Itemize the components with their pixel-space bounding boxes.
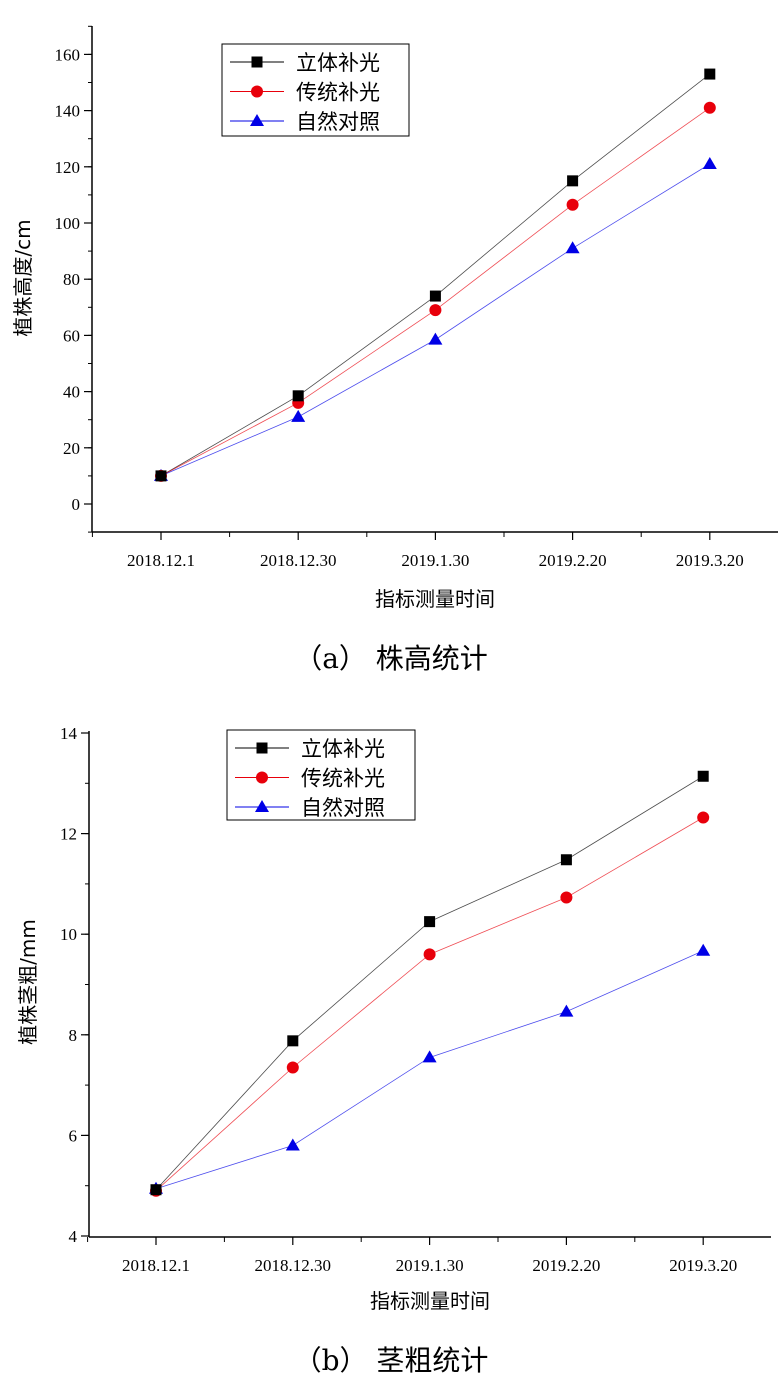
legend-label: 传统补光 (301, 767, 385, 791)
data-point-triangle (696, 943, 711, 956)
data-point-triangle (291, 409, 306, 422)
y-tick-label: 40 (63, 383, 80, 402)
series-2 (155, 817, 704, 1192)
data-point-triangle (285, 1138, 300, 1151)
series-line (155, 950, 704, 1190)
series-markers (150, 770, 709, 1196)
data-point-square (424, 916, 436, 928)
data-point-square (697, 770, 709, 782)
y-tick-label: 8 (69, 1026, 78, 1045)
data-point-triangle (422, 1050, 437, 1063)
series-line (155, 817, 704, 1192)
y-tick-label: 20 (63, 439, 80, 458)
series-line (160, 163, 711, 477)
data-point-triangle (559, 1004, 574, 1017)
y-tick-label: 12 (60, 825, 77, 844)
x-axis-title: 指标测量时间 (375, 587, 495, 611)
data-point-triangle (565, 241, 580, 254)
figure-caption: （b） 茎粗统计 (294, 1344, 489, 1377)
x-tick-label: 2019.1.30 (401, 551, 469, 570)
data-point-square (150, 1184, 162, 1196)
chart-b: 4 6 8 10 12 14 2018.12.1 2018.12.30 2019.1.30 201… (16, 724, 771, 1377)
data-point-square (567, 175, 579, 187)
y-tick-label: 14 (60, 724, 78, 743)
data-point-circle (560, 891, 573, 904)
series-1 (155, 775, 704, 1190)
legend-label: 自然对照 (301, 796, 385, 820)
x-tick-label: 2018.12.1 (122, 1256, 190, 1275)
data-point-circle (566, 198, 579, 211)
data-point-circle (423, 948, 436, 961)
data-point-circle (429, 304, 442, 317)
data-point-square (560, 854, 572, 866)
x-tick-label: 2019.2.20 (539, 551, 607, 570)
data-point-circle (703, 101, 716, 114)
y-tick-label: 0 (72, 495, 81, 514)
data-point-square (251, 56, 263, 68)
y-tick-label: 6 (69, 1126, 78, 1145)
legend-label: 传统补光 (296, 81, 380, 105)
x-tick-label: 2018.12.1 (127, 551, 195, 570)
x-tick-label: 2019.1.30 (396, 1256, 464, 1275)
legend-label: 自然对照 (296, 110, 380, 134)
x-tick-label: 2018.12.30 (255, 1256, 332, 1275)
series-markers (150, 811, 710, 1197)
data-point-triangle (250, 114, 264, 126)
series-markers (154, 156, 717, 481)
data-point-triangle (428, 332, 443, 345)
data-point-circle (251, 85, 263, 98)
data-point-square (429, 290, 441, 302)
series-line (155, 775, 704, 1190)
series-markers (149, 943, 711, 1194)
legend-label: 立体补光 (301, 737, 385, 761)
x-tick-label: 2018.12.30 (260, 551, 337, 570)
series-3 (160, 163, 711, 477)
data-point-square (292, 390, 304, 402)
y-axis-title: 植株高度/cm (11, 219, 35, 336)
y-tick-label: 120 (55, 158, 81, 177)
series-markers (155, 68, 716, 482)
x-tick-label: 2019.3.20 (669, 1256, 737, 1275)
data-point-square (287, 1035, 299, 1047)
chart-a: 0 20 40 60 80 100 120 140 160 2018.12.1 2018.12.30… (11, 25, 778, 675)
series-3 (155, 950, 704, 1190)
x-tick-label: 2019.3.20 (676, 551, 744, 570)
data-point-square (155, 470, 167, 482)
legend-label: 立体补光 (296, 51, 380, 75)
y-tick-label: 100 (55, 214, 81, 233)
data-point-circle (256, 771, 268, 784)
y-tick-label: 10 (60, 925, 77, 944)
y-tick-label: 160 (55, 45, 81, 64)
data-point-circle (286, 1061, 299, 1074)
x-tick-label: 2019.2.20 (532, 1256, 600, 1275)
y-axis-title: 植株茎粗/mm (16, 919, 40, 1045)
x-axis-title: 指标测量时间 (370, 1289, 490, 1313)
y-tick-label: 60 (63, 326, 80, 345)
data-point-triangle (255, 800, 269, 812)
data-point-circle (697, 811, 710, 824)
data-point-triangle (702, 156, 717, 169)
figure-caption: （a） 株高统计 (294, 642, 488, 675)
y-tick-label: 140 (55, 102, 81, 121)
data-point-square (704, 68, 716, 80)
data-point-square (256, 742, 268, 754)
y-tick-label: 4 (69, 1227, 78, 1246)
y-tick-label: 80 (63, 270, 80, 289)
